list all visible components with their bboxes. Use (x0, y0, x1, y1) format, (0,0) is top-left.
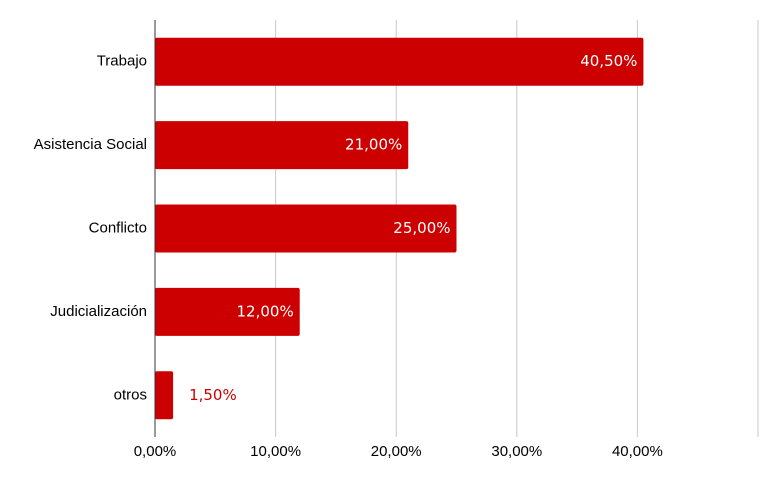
y-tick-label: Conflicto (89, 219, 147, 236)
x-tick-label: 10,00% (250, 443, 301, 460)
bar (155, 204, 457, 253)
y-tick-label: Trabajo (97, 53, 147, 70)
y-tick-label: Judicialización (50, 303, 147, 320)
x-tick-label: 30,00% (491, 443, 542, 460)
bar (155, 37, 644, 86)
bar (155, 121, 409, 170)
x-tick-label: 0,00% (134, 443, 177, 460)
y-tick-label: otros (114, 386, 147, 403)
value-label: 21,00% (345, 136, 402, 154)
value-label: 40,50% (580, 52, 637, 70)
value-label: 1,50% (189, 386, 237, 404)
bar (155, 287, 300, 336)
x-tick-label: 40,00% (612, 443, 663, 460)
value-label: 12,00% (237, 302, 294, 320)
bar (155, 371, 174, 420)
y-tick-label: Asistencia Social (34, 136, 147, 153)
value-label: 25,00% (393, 219, 450, 237)
x-tick-label: 20,00% (371, 443, 422, 460)
